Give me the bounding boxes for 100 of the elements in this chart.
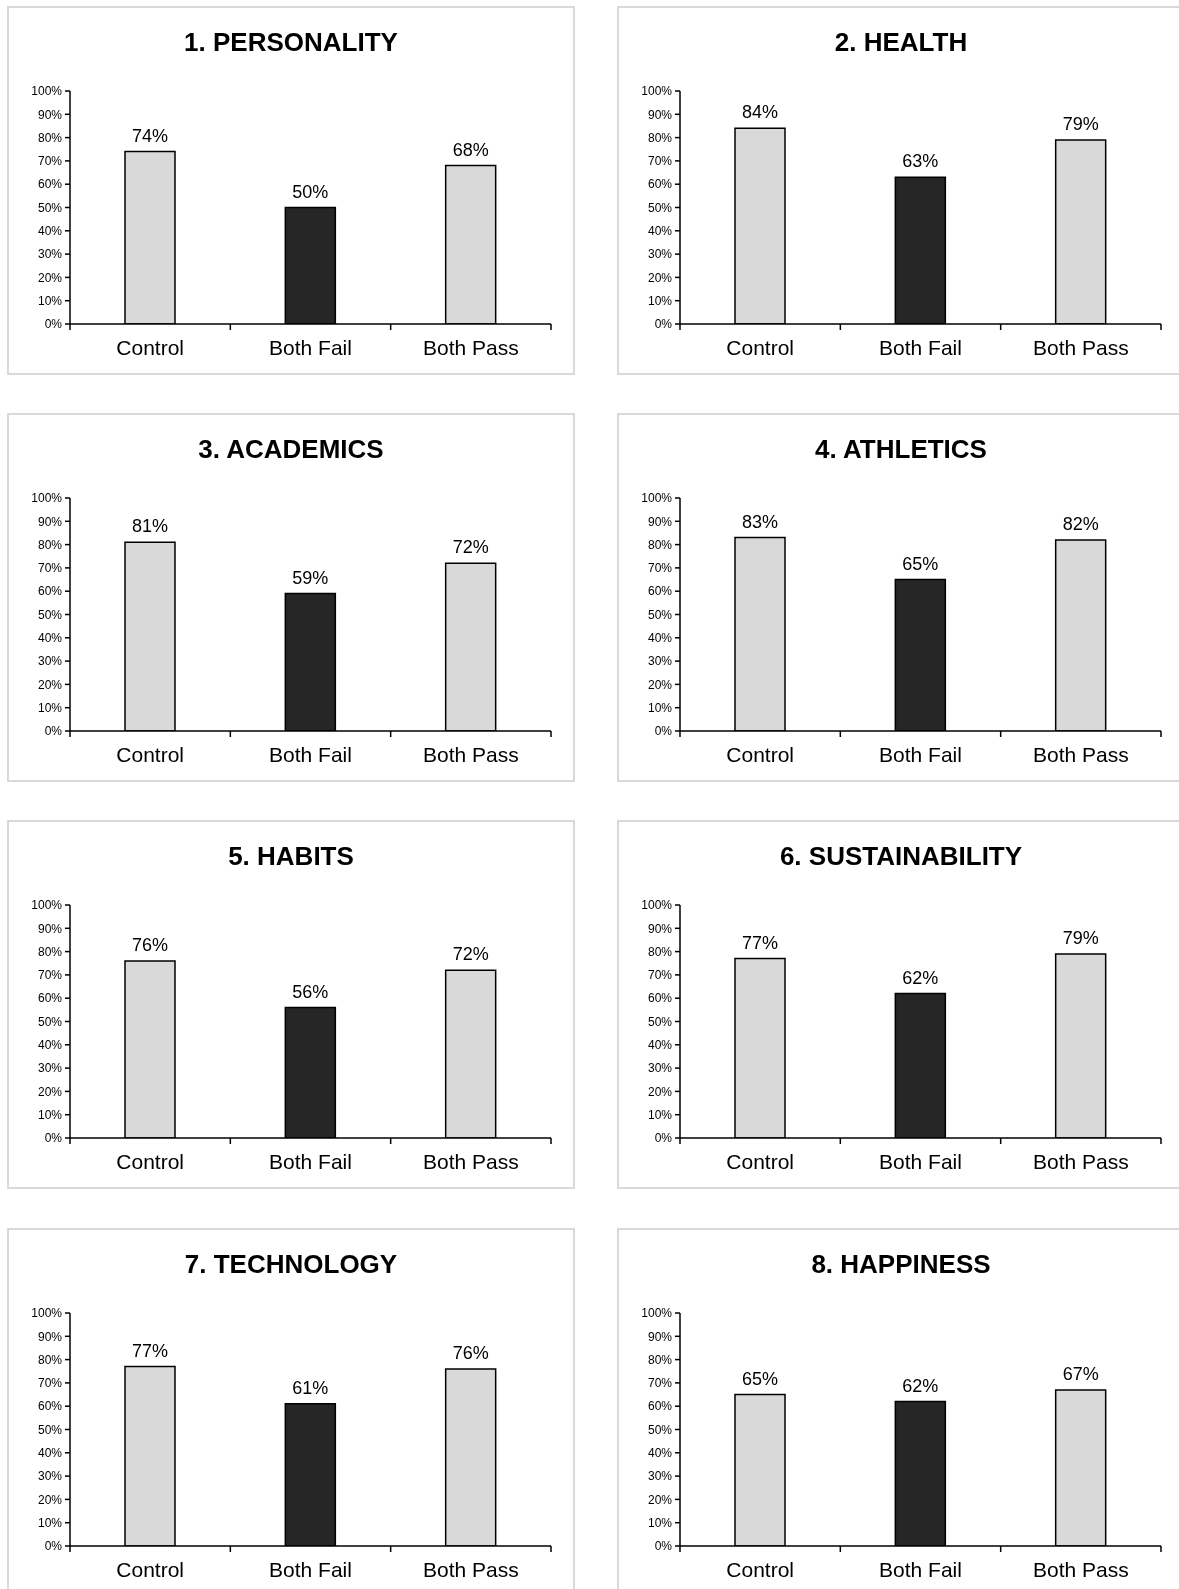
x-tick-label: Control bbox=[726, 1150, 795, 1173]
data-label: 82% bbox=[1062, 513, 1099, 534]
y-tick-label: 60% bbox=[37, 1399, 63, 1414]
y-tick-label: 60% bbox=[647, 991, 673, 1006]
y-tick-label: 10% bbox=[37, 700, 63, 715]
y-tick-label: 70% bbox=[647, 561, 673, 576]
y-tick-label: 80% bbox=[37, 944, 63, 959]
x-tick-label: Both Fail bbox=[269, 743, 352, 766]
y-tick-label: 60% bbox=[647, 177, 673, 192]
y-tick-label: 50% bbox=[647, 1422, 673, 1437]
y-tick-label: 60% bbox=[37, 991, 63, 1006]
y-tick-label: 80% bbox=[647, 537, 673, 552]
y-tick-label: 30% bbox=[647, 1061, 673, 1076]
y-tick-label: 50% bbox=[37, 1422, 63, 1437]
y-tick-label: 70% bbox=[37, 1376, 63, 1391]
y-tick-label: 0% bbox=[654, 1131, 673, 1146]
x-tick-label: Control bbox=[116, 1558, 185, 1581]
y-tick-label: 70% bbox=[37, 154, 63, 169]
y-tick-label: 10% bbox=[37, 1107, 63, 1122]
y-tick-label: 100% bbox=[31, 898, 63, 913]
data-label: 63% bbox=[902, 151, 939, 172]
y-tick-label: 70% bbox=[647, 1376, 673, 1391]
chart-title: 2. HEALTH bbox=[833, 27, 969, 57]
y-tick-label: 80% bbox=[37, 537, 63, 552]
x-tick-label: Control bbox=[116, 743, 185, 766]
y-tick-label: 100% bbox=[641, 491, 673, 506]
data-label: 77% bbox=[131, 1340, 169, 1361]
y-tick-label: 90% bbox=[647, 921, 673, 936]
x-tick-label: Both Pass bbox=[1032, 336, 1129, 359]
y-tick-label: 10% bbox=[647, 1107, 673, 1122]
data-label: 79% bbox=[1062, 927, 1099, 948]
data-label: 72% bbox=[452, 944, 489, 965]
y-tick-label: 70% bbox=[37, 968, 63, 983]
x-tick-label: Both Pass bbox=[422, 336, 519, 359]
data-label: 67% bbox=[1062, 1363, 1099, 1384]
y-tick-label: 0% bbox=[654, 1539, 673, 1554]
x-tick-label: Both Pass bbox=[1032, 743, 1129, 766]
y-tick-label: 90% bbox=[647, 514, 673, 529]
y-tick-label: 50% bbox=[37, 200, 63, 215]
y-tick-label: 100% bbox=[641, 84, 673, 99]
x-tick-label: Both Pass bbox=[422, 743, 519, 766]
y-tick-label: 30% bbox=[647, 654, 673, 669]
y-tick-label: 40% bbox=[37, 224, 63, 239]
y-tick-label: 100% bbox=[31, 491, 63, 506]
data-label: 59% bbox=[292, 567, 329, 588]
x-tick-label: Both Pass bbox=[1032, 1558, 1129, 1581]
y-tick-label: 10% bbox=[647, 1515, 673, 1530]
y-tick-label: 90% bbox=[37, 921, 63, 936]
data-label: 65% bbox=[741, 1368, 779, 1389]
data-label: 61% bbox=[292, 1377, 329, 1398]
chart-title: 5. HABITS bbox=[227, 841, 355, 871]
y-tick-label: 10% bbox=[647, 700, 673, 715]
y-tick-label: 30% bbox=[37, 654, 63, 669]
y-tick-label: 40% bbox=[37, 631, 63, 646]
y-tick-label: 40% bbox=[37, 1038, 63, 1053]
x-tick-label: Both Pass bbox=[422, 1150, 519, 1173]
y-tick-label: 80% bbox=[37, 130, 63, 145]
y-tick-label: 70% bbox=[647, 968, 673, 983]
x-tick-label: Both Pass bbox=[422, 1558, 519, 1581]
y-tick-label: 0% bbox=[44, 1539, 63, 1554]
y-tick-label: 20% bbox=[647, 1492, 673, 1507]
y-tick-label: 80% bbox=[647, 1352, 673, 1367]
y-tick-label: 0% bbox=[654, 317, 673, 332]
y-tick-label: 90% bbox=[37, 107, 63, 122]
y-tick-label: 70% bbox=[647, 154, 673, 169]
y-tick-label: 60% bbox=[647, 584, 673, 599]
y-tick-label: 90% bbox=[37, 514, 63, 529]
x-tick-label: Control bbox=[726, 336, 795, 359]
y-tick-label: 60% bbox=[647, 1399, 673, 1414]
chart-title: 3. ACADEMICS bbox=[197, 434, 385, 464]
data-label: 83% bbox=[741, 511, 779, 532]
chart-title: 1. PERSONALITY bbox=[183, 27, 399, 57]
chart-title: 4. ATHLETICS bbox=[814, 434, 988, 464]
y-tick-label: 50% bbox=[647, 607, 673, 622]
chart-title: 6. SUSTAINABILITY bbox=[778, 841, 1024, 871]
y-tick-label: 50% bbox=[647, 1014, 673, 1029]
data-label: 84% bbox=[741, 102, 779, 123]
y-tick-label: 50% bbox=[37, 607, 63, 622]
y-tick-label: 50% bbox=[647, 200, 673, 215]
x-tick-label: Control bbox=[726, 743, 795, 766]
data-label: 50% bbox=[292, 181, 329, 202]
y-tick-label: 60% bbox=[37, 177, 63, 192]
y-tick-label: 30% bbox=[37, 1469, 63, 1484]
x-tick-label: Control bbox=[116, 336, 185, 359]
y-tick-label: 30% bbox=[37, 1061, 63, 1076]
y-tick-label: 20% bbox=[647, 270, 673, 285]
data-label: 74% bbox=[131, 125, 169, 146]
y-tick-label: 80% bbox=[647, 130, 673, 145]
x-tick-label: Both Fail bbox=[879, 1150, 962, 1173]
data-label: 62% bbox=[902, 1375, 939, 1396]
chart-title: 7. TECHNOLOGY bbox=[183, 1249, 399, 1279]
y-tick-label: 40% bbox=[647, 1038, 673, 1053]
y-tick-label: 90% bbox=[647, 107, 673, 122]
y-tick-label: 10% bbox=[37, 293, 63, 308]
y-tick-label: 100% bbox=[31, 84, 63, 99]
y-tick-label: 70% bbox=[37, 561, 63, 576]
y-tick-label: 0% bbox=[44, 317, 63, 332]
y-tick-label: 20% bbox=[37, 1084, 63, 1099]
data-label: 65% bbox=[902, 553, 939, 574]
x-tick-label: Control bbox=[726, 1558, 795, 1581]
